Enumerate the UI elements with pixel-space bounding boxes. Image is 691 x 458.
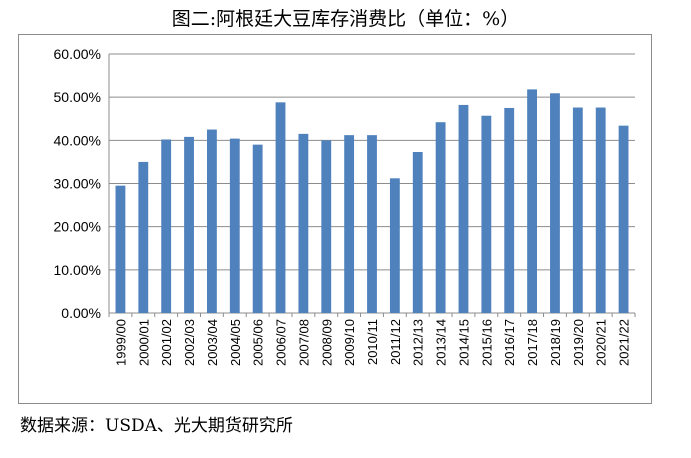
bar [458, 104, 469, 313]
y-tick-label: 50.00% [54, 89, 101, 105]
bar [550, 93, 560, 313]
x-tick-label: 2018/19 [548, 319, 563, 366]
x-tick-label: 2021/22 [617, 319, 632, 366]
x-tick-label: 2000/01 [136, 319, 151, 366]
x-tick-label: 2014/15 [456, 319, 471, 366]
bar [504, 107, 515, 313]
x-tick-label: 1999/00 [113, 319, 128, 366]
bar [344, 135, 355, 313]
x-tick-label: 2010/11 [365, 319, 380, 365]
x-tick-label: 2003/04 [205, 319, 220, 366]
y-tick-label: 60.00% [54, 46, 101, 62]
bar [435, 122, 446, 313]
bar [572, 107, 583, 313]
y-tick-label: 0.00% [61, 305, 101, 321]
x-tick-label: 2012/13 [411, 319, 426, 366]
bar [321, 140, 332, 313]
bar [275, 102, 286, 313]
x-tick-label: 2005/06 [251, 319, 266, 366]
chart-frame: 0.00% 10.00% 20.00% 30.00% 40.00% 50.00% 60.00… [18, 34, 652, 404]
x-tick-label: 2004/05 [228, 319, 243, 366]
x-tick-label: 2019/20 [571, 319, 586, 366]
x-tick-label: 2001/02 [159, 319, 174, 366]
bar [412, 151, 423, 313]
x-tick-label: 2008/09 [319, 319, 334, 366]
x-tick-label: 2006/07 [274, 319, 289, 366]
x-tick-label: 2013/14 [434, 319, 449, 366]
bar [161, 139, 172, 313]
bar [481, 115, 492, 313]
bar [206, 129, 217, 313]
y-tick-label: 30.00% [54, 176, 101, 192]
bar [298, 133, 309, 313]
y-tick-label: 40.00% [54, 132, 101, 148]
bar [184, 136, 194, 313]
bar [618, 125, 629, 313]
bar [252, 144, 263, 313]
x-tick-label: 2002/03 [182, 319, 197, 366]
y-tick-label: 10.00% [54, 262, 101, 278]
bar [527, 89, 538, 313]
bar-chart: 0.00% 10.00% 20.00% 30.00% 40.00% 50.00% 60.00… [54, 46, 636, 366]
y-tick-label: 20.00% [54, 219, 101, 235]
bar [229, 138, 240, 313]
source-note: 数据来源：USDA、光大期货研究所 [20, 416, 293, 436]
x-tick-label: 2011/12 [388, 319, 403, 365]
chart-title: 图二:阿根廷大豆库存消费比（单位：%） [171, 8, 520, 30]
bar [115, 185, 126, 313]
x-tick-label: 2017/18 [525, 319, 540, 366]
x-tick-label: 2015/16 [479, 319, 494, 366]
bar [367, 135, 377, 313]
bar [595, 107, 606, 313]
x-tick-label: 2007/08 [296, 319, 311, 366]
bar [138, 161, 149, 313]
x-tick-label: 2009/10 [342, 319, 357, 366]
bar [389, 178, 400, 313]
x-tick-label: 2016/17 [502, 319, 517, 366]
x-tick-label: 2020/21 [594, 319, 609, 366]
